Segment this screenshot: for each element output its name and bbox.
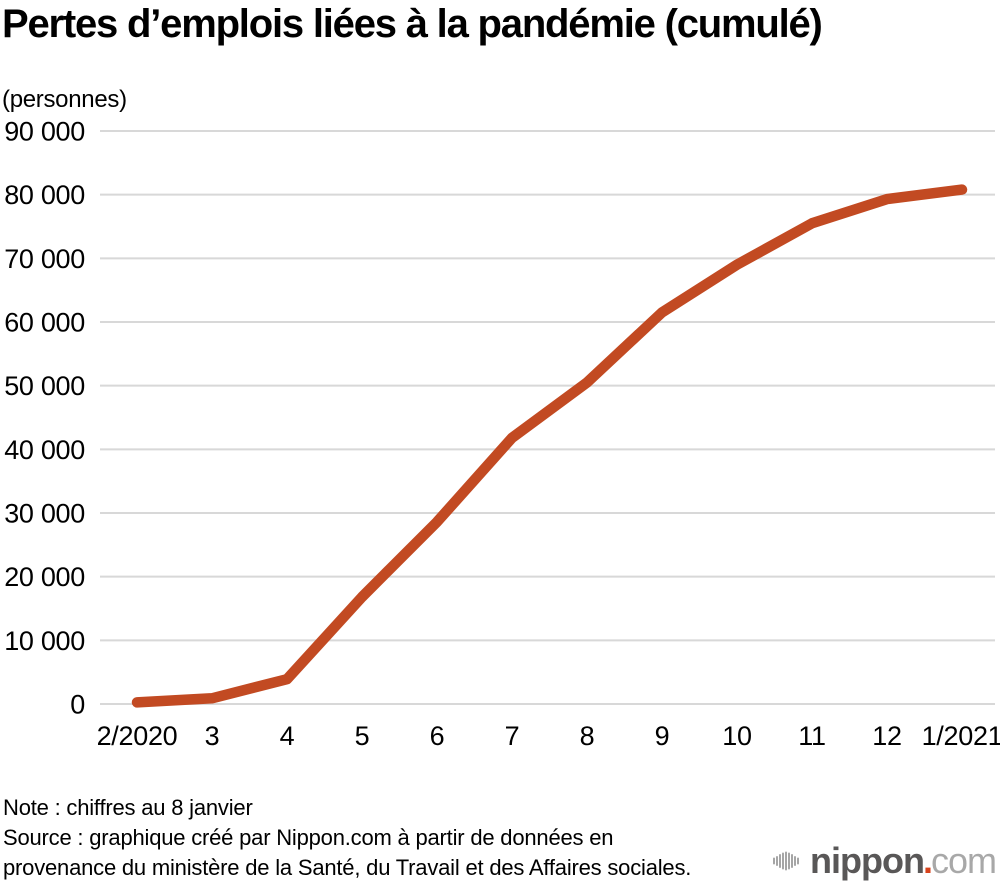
- source-text-line1: Source : graphique créé par Nippon.com à…: [3, 825, 614, 850]
- x-axis-tick-label: 6: [430, 721, 445, 751]
- x-axis-tick-label: 7: [505, 721, 520, 751]
- y-axis-tick-label: 60 000: [4, 308, 85, 338]
- y-axis-tick-label: 30 000: [4, 499, 85, 529]
- logo-tld-text: com: [930, 840, 997, 881]
- y-axis-tick-label: 90 000: [4, 117, 85, 147]
- y-axis-tick-label: 0: [70, 690, 85, 720]
- y-axis-tick-label: 70 000: [4, 244, 85, 274]
- x-axis-tick-label: 10: [722, 721, 751, 751]
- logo-dot: .: [922, 840, 933, 881]
- data-line: [131, 184, 968, 708]
- logo-brand-text: nippon: [810, 840, 925, 881]
- y-axis-tick-label: 80 000: [4, 180, 85, 210]
- line-chart: 0 10 000 20 000 30 000 40 000 50 000 60 000 70 …: [4, 117, 1000, 752]
- y-axis-tick-label: 40 000: [4, 435, 85, 465]
- soundwave-icon: [773, 851, 800, 871]
- x-axis-tick-label: 12: [872, 721, 901, 751]
- x-axis-tick-label: 1/2021: [922, 721, 1000, 751]
- x-axis-tick-label: 3: [205, 721, 220, 751]
- chart-title: Pertes d’emplois liées à la pandémie (cu…: [2, 2, 823, 46]
- y-axis-tick-label: 50 000: [4, 371, 85, 401]
- source-text-line2: provenance du ministère de la Santé, du …: [3, 855, 692, 880]
- y-axis-tick-label: 10 000: [4, 626, 85, 656]
- x-axis-tick-label: 9: [655, 721, 670, 751]
- nippon-logo: nippon.com: [773, 840, 997, 881]
- x-axis-tick-label: 11: [798, 721, 825, 751]
- y-axis-unit-label: (personnes): [2, 86, 127, 113]
- y-axis-tick-label: 20 000: [4, 562, 85, 592]
- x-axis-tick-label: 8: [580, 721, 595, 751]
- footer: Note : chiffres au 8 janvier Source : gr…: [3, 793, 691, 883]
- x-axis-tick-label: 2/2020: [97, 721, 178, 751]
- note-text: Note : chiffres au 8 janvier: [3, 795, 253, 820]
- x-axis-tick-label: 5: [355, 721, 370, 751]
- x-axis-tick-label: 4: [280, 721, 295, 751]
- logo-wordmark: nippon.com: [810, 840, 997, 881]
